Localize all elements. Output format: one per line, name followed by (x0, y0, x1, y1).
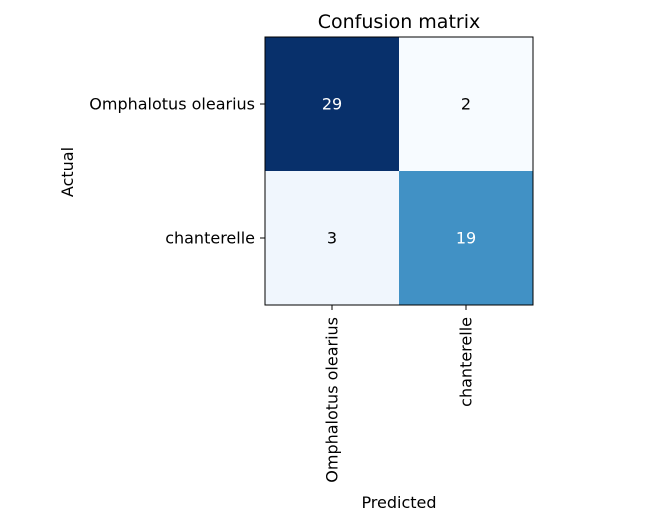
y-axis-ticks: Omphalotus olearius chanterelle (89, 95, 265, 248)
y-tick-label: Omphalotus olearius (89, 95, 255, 114)
cell-value-label: 19 (456, 229, 476, 248)
heatmap-cell (265, 37, 399, 171)
x-tick-label: Omphalotus olearius (323, 317, 342, 483)
x-axis-ticks: Omphalotus olearius chanterelle (323, 305, 476, 483)
heatmap-cell (399, 37, 533, 171)
plot-frame (264, 36, 534, 306)
heatmap-cell (399, 171, 533, 305)
chart-title: Confusion matrix (318, 11, 480, 33)
heatmap-cell (265, 171, 399, 305)
heatmap-cell-labels: 29 2 3 19 (322, 95, 476, 248)
cell-value-label: 3 (327, 229, 337, 248)
y-tick-label: chanterelle (165, 229, 255, 248)
y-axis-label: Actual (58, 147, 77, 197)
x-axis-label: Predicted (361, 493, 436, 512)
cell-value-label: 2 (461, 95, 471, 114)
cell-value-label: 29 (322, 95, 342, 114)
x-tick-label: chanterelle (457, 317, 476, 407)
heatmap-cells (265, 37, 533, 305)
